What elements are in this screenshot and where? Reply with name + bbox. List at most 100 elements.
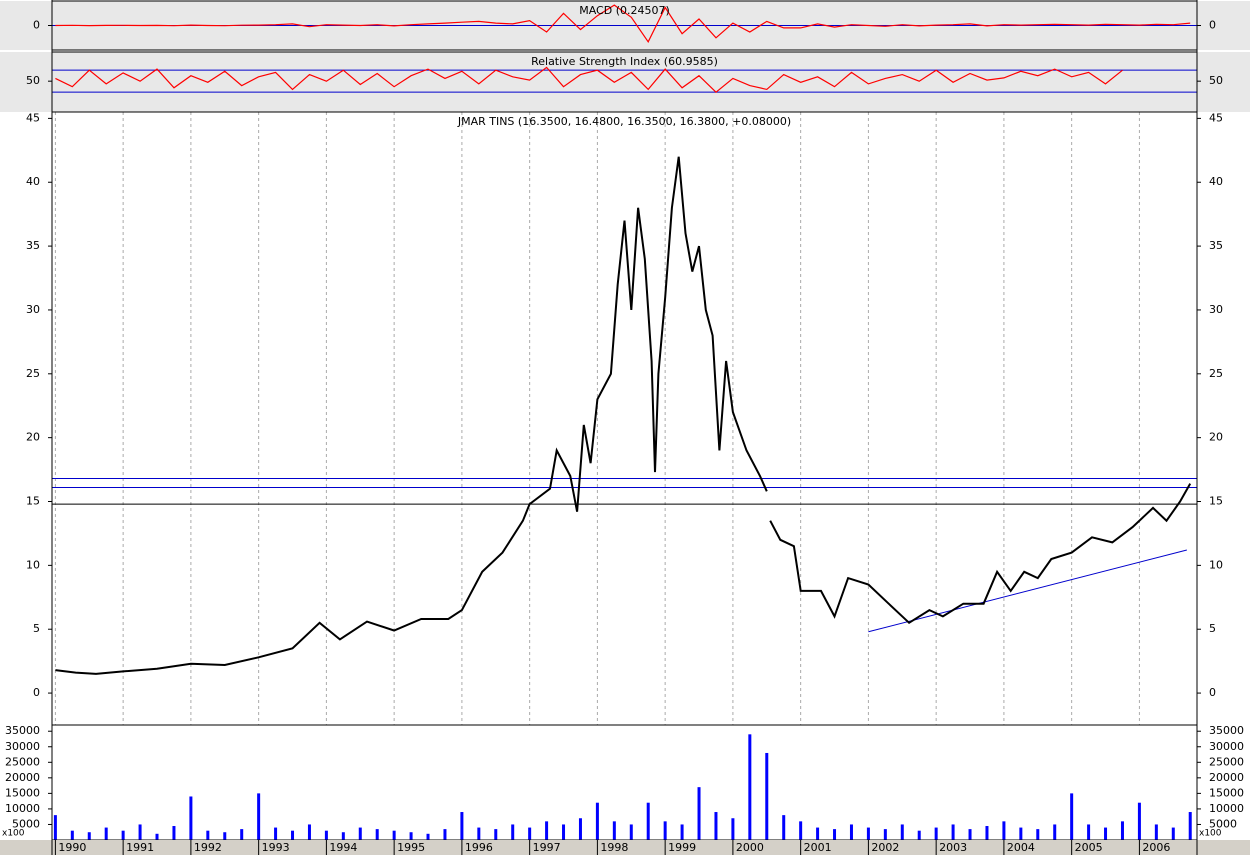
y-tick-label: 20 (26, 431, 40, 444)
y-tick-label: 30 (1209, 303, 1223, 316)
volume-bar (375, 829, 379, 840)
volume-bar (1154, 824, 1158, 840)
y-tick-label: 15 (26, 495, 40, 508)
unit-label: x100 (2, 829, 25, 839)
volume-bar (104, 827, 108, 840)
x-tick-label: 1999 (668, 841, 696, 854)
volume-bar (494, 829, 498, 840)
series-line (55, 4, 1191, 43)
x-tick-label: 2000 (736, 841, 764, 854)
y-tick-label: 5 (33, 622, 40, 635)
y-tick-label: 20 (1209, 431, 1223, 444)
x-tick-label: 1992 (194, 841, 222, 854)
y-tick-label: 40 (26, 175, 40, 188)
y-tick-label: 25 (26, 367, 40, 380)
volume-bar (70, 830, 74, 840)
y-tick-label: 50 (26, 74, 40, 87)
volume-bar (765, 752, 769, 840)
volume-bar (307, 824, 311, 840)
volume-bar (1171, 827, 1175, 840)
x-tick-label: 2004 (1007, 841, 1035, 854)
volume-bar (985, 826, 989, 840)
x-tick-label: 1995 (397, 841, 425, 854)
x-tick-label: 2002 (871, 841, 899, 854)
volume-bar (951, 824, 955, 840)
volume-bar (87, 832, 91, 840)
x-axis-strip (0, 840, 1250, 855)
y-tick-label: 45 (1209, 111, 1223, 124)
y-tick-label: 35 (26, 239, 40, 252)
y-tick-label: 0 (1209, 19, 1216, 32)
y-tick-label: 0 (33, 19, 40, 32)
y-tick-label: 10000 (1209, 802, 1244, 815)
volume-bar (443, 829, 447, 840)
y-tick-label: 35000 (5, 724, 40, 737)
panel-title: MACD (0.24507) (579, 4, 670, 17)
volume-bar (595, 802, 599, 840)
trendline (868, 549, 1187, 633)
volume-bar (629, 824, 633, 840)
y-tick-label: 20000 (5, 771, 40, 784)
volume-bar (121, 830, 125, 840)
y-tick-label: 25000 (1209, 755, 1244, 768)
volume-bar (782, 815, 786, 840)
x-tick-label: 2006 (1142, 841, 1170, 854)
panel-side (0, 1, 52, 50)
y-tick-label: 10000 (5, 802, 40, 815)
y-tick-label: 15 (1209, 495, 1223, 508)
volume-bar (392, 830, 396, 840)
volume-bar (1104, 827, 1108, 840)
volume-bar (562, 824, 566, 840)
y-tick-label: 5000 (1209, 817, 1237, 830)
series-line (55, 156, 1192, 675)
volume-bar (968, 829, 972, 840)
x-tick-label: 1990 (58, 841, 86, 854)
panel (52, 725, 1197, 840)
volume-bar (274, 827, 278, 840)
panel (52, 112, 1197, 725)
x-tick-label: 1994 (329, 841, 357, 854)
volume-bar (1070, 793, 1074, 840)
volume-bar (849, 824, 853, 840)
volume-bar (341, 832, 345, 840)
y-tick-label: 35 (1209, 239, 1223, 252)
volume-bar (206, 830, 210, 840)
y-tick-label: 30000 (1209, 740, 1244, 753)
y-tick-label: 5000 (12, 817, 40, 830)
x-tick-label: 1993 (262, 841, 290, 854)
x-tick-label: 1997 (533, 841, 561, 854)
volume-bar (578, 818, 582, 840)
volume-bar (934, 827, 938, 840)
volume-bar (358, 827, 362, 840)
y-tick-label: 25000 (5, 755, 40, 768)
volume-bar (816, 827, 820, 840)
y-tick-label: 25 (1209, 367, 1223, 380)
volume-bar (883, 829, 887, 840)
volume-bar (138, 824, 142, 840)
volume-bar (1137, 802, 1141, 840)
y-tick-label: 50 (1209, 74, 1223, 87)
volume-bar (257, 793, 261, 840)
panel-title: Relative Strength Index (60.9585) (531, 55, 718, 68)
y-tick-label: 20000 (1209, 771, 1244, 784)
volume-bar (731, 818, 735, 840)
volume-bar (799, 821, 803, 840)
x-tick-label: 2005 (1075, 841, 1103, 854)
y-tick-label: 45 (26, 111, 40, 124)
volume-bar (172, 826, 176, 840)
volume-bar (477, 827, 481, 840)
y-tick-label: 35000 (1209, 724, 1244, 737)
y-tick-label: 10 (1209, 558, 1223, 571)
volume-bar (1188, 812, 1192, 840)
x-tick-label: 1996 (465, 841, 493, 854)
volume-bar (528, 827, 532, 840)
panel (52, 52, 1197, 112)
volume-bar (697, 787, 701, 840)
unit-label: x100 (1199, 829, 1222, 839)
x-tick-label: 2003 (939, 841, 967, 854)
volume-bar (900, 824, 904, 840)
panel-side (1197, 1, 1250, 50)
volume-bar (748, 734, 752, 840)
